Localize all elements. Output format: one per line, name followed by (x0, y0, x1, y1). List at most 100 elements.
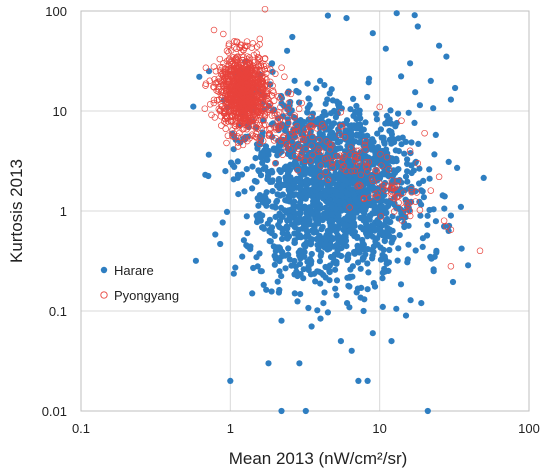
pyongyang-point (252, 116, 260, 124)
pyongyang-point (413, 189, 421, 196)
harare-point (370, 138, 377, 145)
harare-point (360, 307, 367, 315)
pyongyang-point (234, 53, 241, 60)
pyongyang-point (257, 76, 265, 84)
harare-point (360, 205, 367, 212)
harare-point (447, 96, 454, 103)
pyongyang-point (353, 163, 361, 170)
pyongyang-point (253, 43, 261, 50)
pyongyang-point (355, 181, 363, 188)
pyongyang-point (239, 119, 246, 126)
harare-point (326, 269, 333, 276)
harare-point (343, 165, 350, 172)
harare-point (318, 240, 325, 247)
harare-point (384, 120, 391, 127)
harare-point (375, 197, 383, 204)
harare-point (380, 134, 387, 141)
harare-point (432, 131, 439, 138)
harare-point (401, 220, 408, 227)
pyongyang-point (354, 182, 361, 190)
pyongyang-point (293, 122, 301, 130)
pyongyang-point (279, 151, 286, 158)
pyongyang-point (399, 189, 407, 196)
harare-point (362, 119, 369, 126)
harare-point (380, 169, 387, 176)
pyongyang-point (236, 129, 243, 137)
harare-point (305, 263, 312, 271)
harare-point (441, 193, 448, 200)
harare-point (326, 262, 333, 269)
harare-point (228, 159, 235, 166)
harare-point (306, 221, 313, 228)
pyongyang-point (351, 167, 359, 174)
harare-point (349, 273, 356, 280)
harare-point (394, 257, 401, 264)
harare-point (249, 163, 256, 170)
pyongyang-point (341, 134, 349, 141)
pyongyang-point (406, 212, 414, 220)
harare-point (385, 173, 392, 180)
pyongyang-point (295, 105, 303, 113)
harare-point (312, 155, 319, 162)
pyongyang-point (329, 158, 336, 165)
harare-point (286, 213, 293, 220)
pyongyang-point (384, 182, 391, 190)
pyongyang-point (202, 64, 210, 72)
harare-point (374, 216, 381, 224)
harare-point (265, 147, 272, 155)
harare-point (338, 252, 345, 260)
harare-point (330, 243, 337, 250)
harare-point (326, 188, 333, 195)
harare-point (259, 224, 266, 231)
pyongyang-point (258, 84, 265, 92)
harare-point (311, 202, 318, 209)
pyongyang-point (222, 119, 230, 126)
harare-point (342, 231, 349, 238)
pyongyang-point (258, 80, 265, 87)
pyongyang-point (404, 201, 412, 208)
harare-point (369, 197, 376, 204)
pyongyang-point (218, 71, 225, 78)
pyongyang-point (362, 163, 370, 171)
harare-point (417, 212, 424, 219)
harare-point (355, 132, 362, 139)
harare-point (352, 196, 359, 203)
pyongyang-point (235, 113, 243, 120)
harare-point (419, 188, 426, 195)
pyongyang-point (220, 118, 228, 125)
pyongyang-point (302, 126, 309, 133)
pyongyang-point (233, 76, 240, 83)
pyongyang-point (355, 147, 363, 154)
harare-point (231, 163, 238, 170)
pyongyang-point (337, 108, 345, 116)
pyongyang-point (208, 111, 215, 119)
pyongyang-point (289, 138, 296, 145)
harare-point (324, 96, 331, 103)
pyongyang-point (236, 105, 243, 113)
harare-point (385, 231, 392, 238)
pyongyang-point (228, 111, 235, 119)
harare-point (327, 124, 334, 131)
pyongyang-point (336, 152, 344, 159)
harare-point (258, 268, 265, 275)
harare-point (395, 245, 402, 252)
harare-point (292, 263, 299, 270)
pyongyang-point (408, 189, 415, 196)
harare-point (431, 253, 438, 260)
harare-point (321, 82, 328, 89)
harare-point (353, 125, 360, 132)
pyongyang-point (346, 204, 353, 211)
pyongyang-point (227, 73, 235, 80)
pyongyang-point (360, 195, 368, 203)
harare-point (300, 275, 307, 282)
pyongyang-point (242, 105, 249, 112)
harare-point (419, 235, 426, 242)
harare-point (278, 407, 285, 415)
harare-point (217, 240, 224, 248)
harare-point (420, 177, 427, 184)
harare-point (370, 223, 377, 230)
harare-point (334, 139, 342, 146)
pyongyang-point (218, 94, 226, 102)
pyongyang-point (261, 5, 269, 13)
